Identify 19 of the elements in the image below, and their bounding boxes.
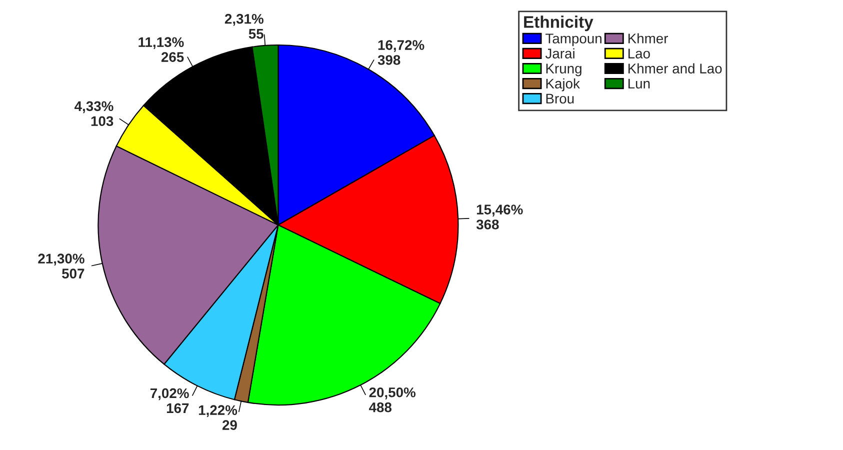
legend-label: Brou bbox=[546, 94, 574, 104]
legend-title: Ethnicity bbox=[524, 16, 594, 32]
data-label: 16,72% 398 bbox=[378, 40, 424, 65]
data-label: 1,22% 29 bbox=[198, 405, 238, 430]
data-label: 15,46% 368 bbox=[476, 204, 523, 230]
legend-label: Khmer bbox=[628, 33, 668, 44]
data-label: 2,31% 55 bbox=[224, 14, 264, 39]
data-label: 21,30% 507 bbox=[38, 254, 84, 278]
legend-label: Jarai bbox=[545, 48, 574, 58]
data-label: 11,13% 265 bbox=[138, 37, 184, 62]
data-label: 7,02% 167 bbox=[150, 388, 189, 414]
legend-label: Kajok bbox=[546, 78, 580, 92]
legend-label: Tampoun bbox=[546, 34, 602, 46]
legend-label: Krung bbox=[546, 64, 582, 76]
legend-label: Lao bbox=[628, 48, 650, 58]
data-label: 20,50% 488 bbox=[368, 387, 416, 412]
data-label: 4,33% 103 bbox=[74, 101, 114, 126]
legend-label: Khmer and Lao bbox=[628, 63, 722, 74]
legend-label: Lun bbox=[628, 78, 650, 89]
